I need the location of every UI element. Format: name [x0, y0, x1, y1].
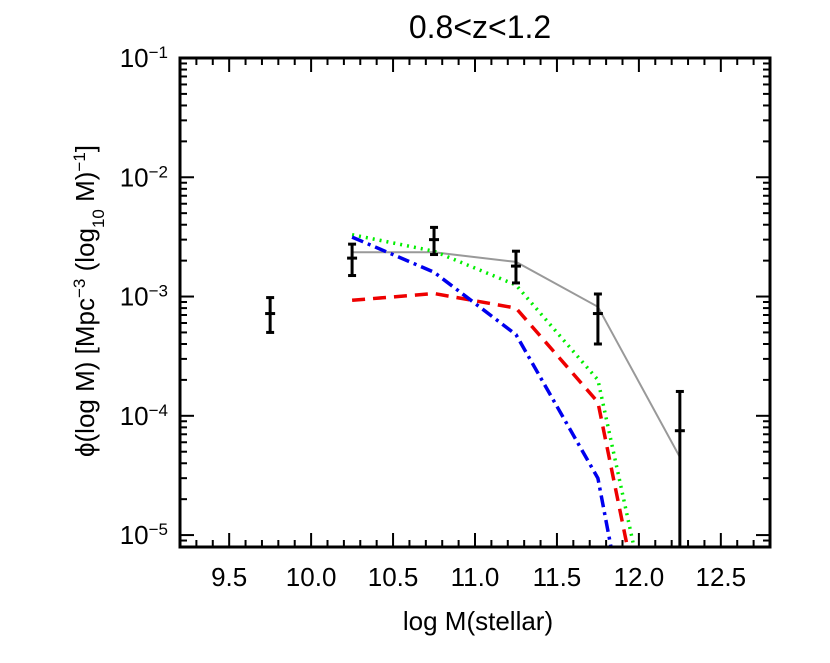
- y-tick-label: 10−3: [120, 281, 168, 312]
- x-axis-label: log M(stellar): [403, 606, 553, 636]
- y-tick-base: 10: [120, 43, 149, 73]
- y-tick-label: 10−1: [120, 43, 168, 74]
- y-tick-exponent: −5: [149, 520, 168, 539]
- y-tick-exponent: −4: [149, 400, 168, 419]
- y-tick-base: 10: [120, 282, 149, 312]
- series-line-dotted: [351, 232, 636, 547]
- x-tick-label: 9.5: [211, 562, 247, 592]
- series-line-dashdot: [351, 235, 613, 547]
- y-tick-base: 10: [120, 162, 149, 192]
- chart-title: 0.8<z<1.2: [409, 9, 551, 45]
- x-tick-label: 11.0: [451, 562, 500, 592]
- y-tick-exponent: −2: [149, 162, 168, 181]
- series-line-dashed: [351, 291, 630, 547]
- y-axis-label-main: ϕ(log M) [Mpc: [70, 298, 100, 457]
- y-tick-label: 10−5: [120, 520, 168, 551]
- x-tick-label: 10.0: [286, 562, 337, 592]
- x-tick-label: 12.0: [614, 562, 665, 592]
- y-axis-label-m: M): [70, 172, 100, 210]
- plot-frame: [178, 56, 772, 549]
- axis-ticks: [180, 57, 770, 548]
- y-axis-label-sup1: −3: [70, 279, 89, 298]
- y-tick-label: 10−2: [120, 162, 168, 193]
- x-tick-labels: 9.5 10.0 10.5 11.0 11.5 12.0 12.5: [211, 562, 746, 592]
- y-tick-label: 10−4: [120, 400, 168, 431]
- y-axis-label-sup2: −1: [70, 152, 89, 171]
- y-tick-base: 10: [120, 520, 149, 550]
- y-axis-label: ϕ(log M) [Mpc−3 (log10 M)−1]: [70, 145, 108, 457]
- data-points: [265, 225, 685, 547]
- y-tick-exponent: −1: [149, 43, 168, 62]
- y-tick-labels: 10−110−210−310−410−5: [120, 43, 168, 551]
- x-tick-label: 12.5: [696, 562, 747, 592]
- y-axis-label-log: (log: [70, 228, 100, 279]
- y-axis-label-end: ]: [70, 145, 100, 152]
- y-axis-label-sub: 10: [89, 209, 108, 228]
- y-tick-base: 10: [120, 401, 149, 431]
- x-tick-label: 10.5: [368, 562, 419, 592]
- y-tick-exponent: −3: [149, 281, 168, 300]
- x-tick-label: 11.5: [533, 562, 582, 592]
